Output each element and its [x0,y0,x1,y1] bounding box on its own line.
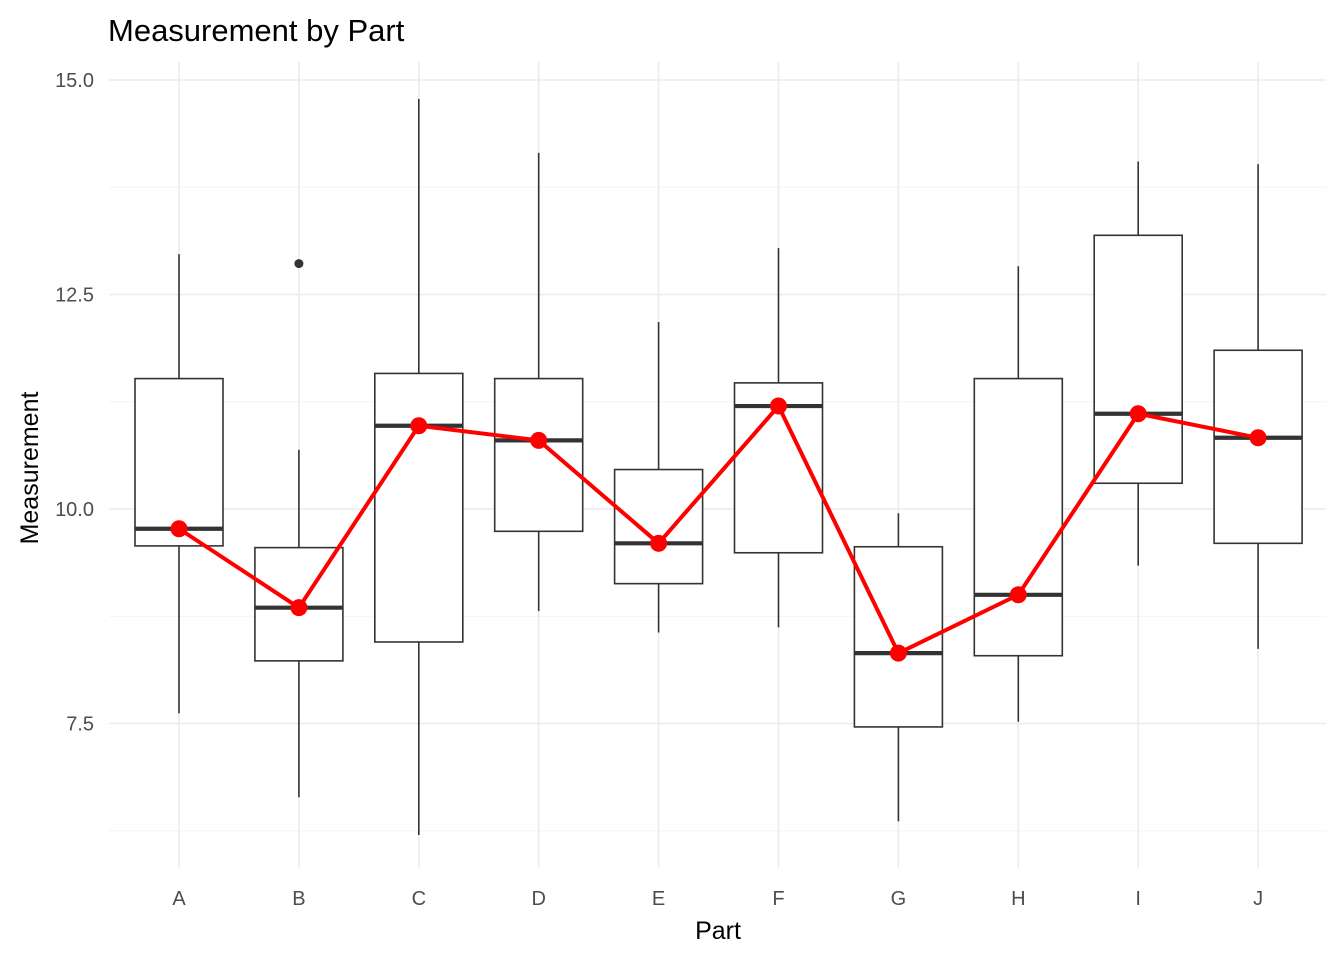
chart-title: Measurement by Part [108,13,405,48]
mean-point-I [1129,405,1147,423]
y-tick-label: 7.5 [66,714,94,736]
box-A [134,254,224,714]
y-tick-label: 12.5 [55,285,94,307]
mean-line [177,404,1259,656]
mean-point-D [530,431,548,449]
mean-point-H [1009,586,1027,604]
x-tick-label: G [891,888,907,910]
box-body [1213,349,1303,545]
box-E [613,321,704,633]
y-tick-label: 15.0 [55,70,94,92]
x-tick-label: J [1253,888,1263,910]
box-body [373,372,464,643]
outlier-point-0 [294,259,304,269]
x-tick-label: B [292,888,305,910]
mean-point-J [1249,429,1267,447]
box-H [973,266,1064,722]
y-axis-title: Measurement [16,392,44,545]
mean-point-F [770,397,787,415]
x-axis-title: Part [695,917,741,945]
box-body [973,377,1064,657]
box-body [1093,234,1183,485]
mean-point-A [170,520,188,538]
y-tick-label: 10.0 [55,499,94,521]
box-C [373,98,464,836]
box-D [493,152,584,612]
boxes [134,98,1303,836]
box-body [613,468,704,585]
x-tick-label: A [172,888,186,910]
mean-series [170,397,1267,662]
box-body [493,377,584,533]
mean-point-B [290,599,308,617]
box-body [134,377,224,547]
mean-point-G [889,644,907,662]
x-tick-label: I [1135,888,1141,910]
x-tick-label: E [652,888,665,910]
x-tick-label: F [772,888,784,910]
x-tick-label: D [531,888,545,910]
box-J [1213,164,1303,649]
box-F [733,248,824,628]
x-axis-ticks: A B C D E F G H I J [172,888,1263,910]
x-tick-label: H [1011,888,1025,910]
mean-point-C [410,417,428,435]
box-G [853,513,944,822]
box-I [1093,161,1183,566]
x-tick-label: C [412,888,426,910]
y-axis-ticks: 7.5 10.0 12.5 15.0 [55,70,94,736]
box-body [853,545,944,728]
mean-point-E [650,534,668,552]
